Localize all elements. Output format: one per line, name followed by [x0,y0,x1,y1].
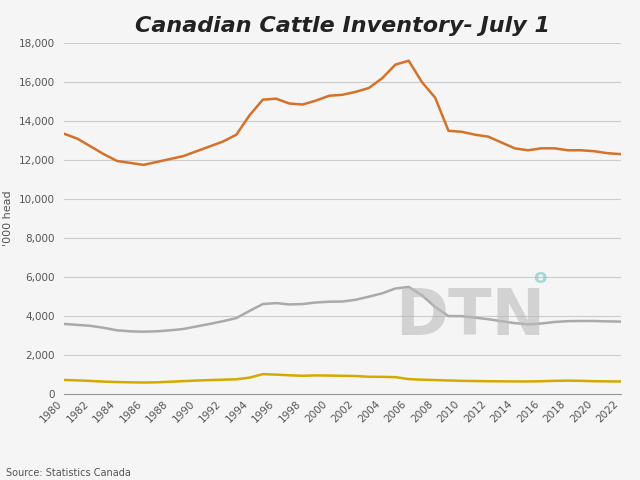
Title: Canadian Cattle Inventory- July 1: Canadian Cattle Inventory- July 1 [135,16,550,36]
Y-axis label: '000 head: '000 head [3,191,13,246]
Text: DTN: DTN [396,286,545,348]
Text: Source: Statistics Canada: Source: Statistics Canada [6,468,131,478]
Text: o: o [533,268,547,288]
